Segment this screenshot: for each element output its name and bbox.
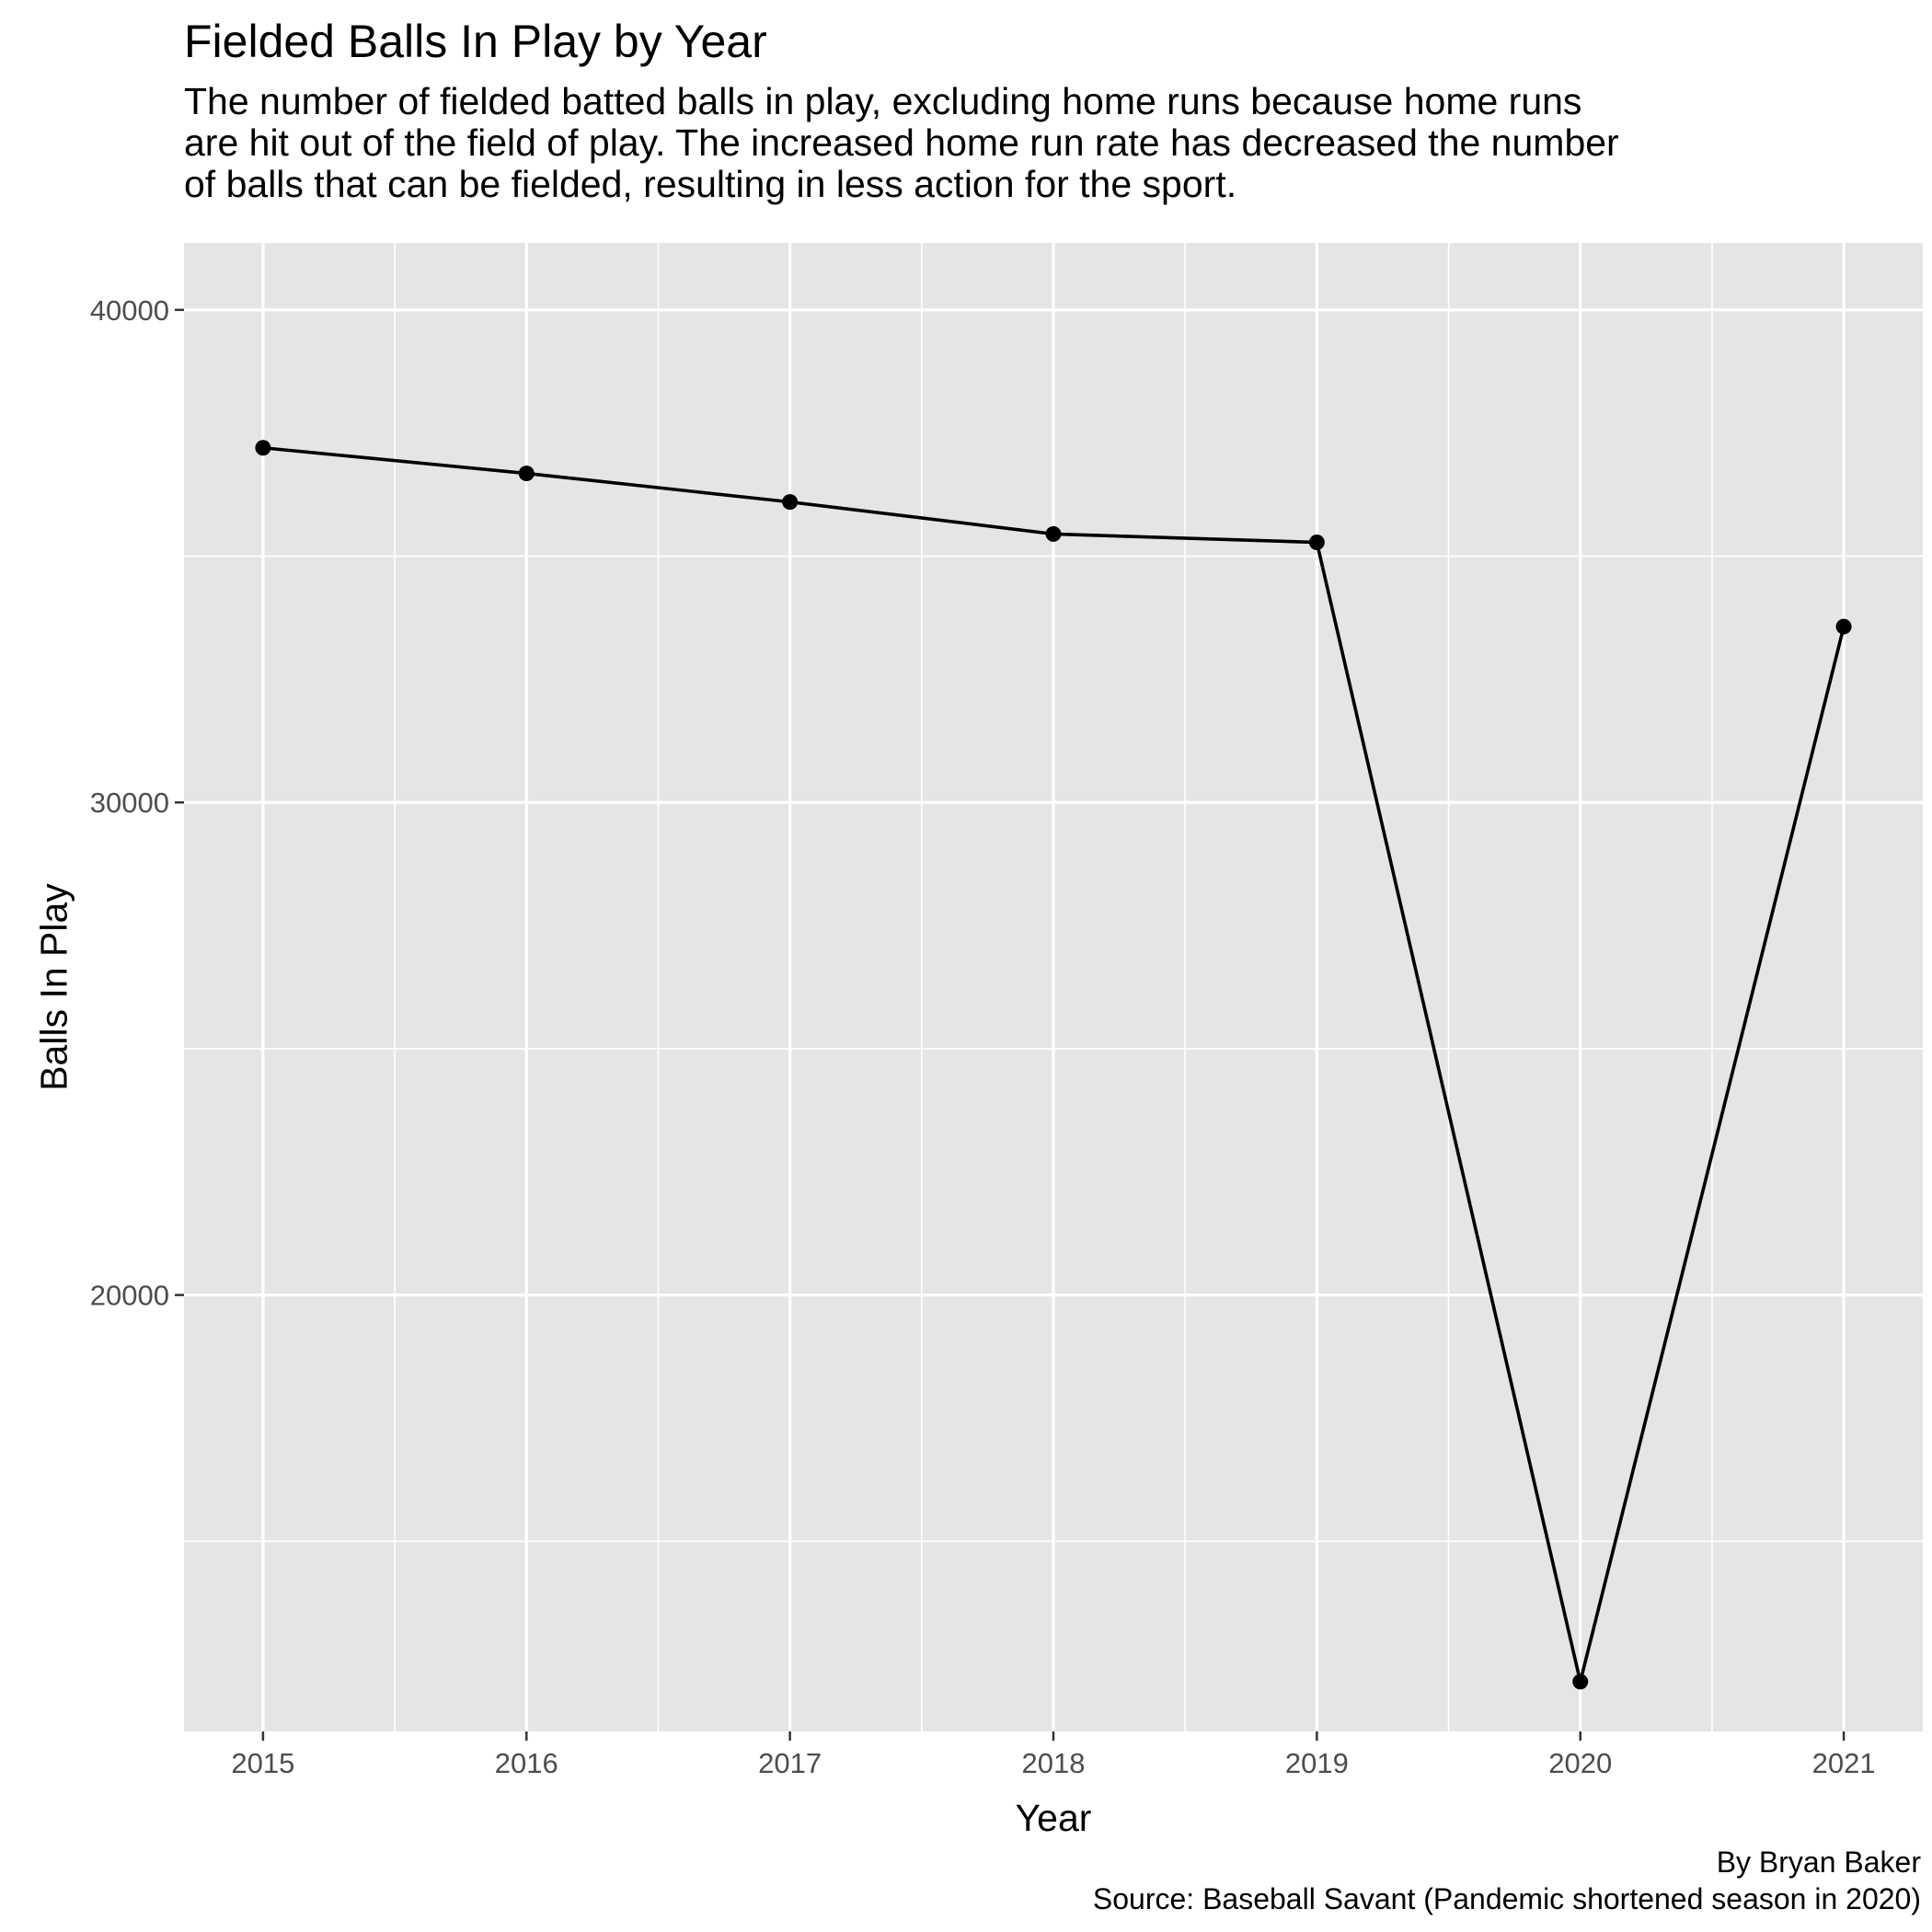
caption-author: By Bryan Baker — [1716, 1846, 1921, 1879]
y-axis-title: Balls In Play — [32, 883, 75, 1091]
x-tick-label: 2017 — [758, 1747, 822, 1779]
x-axis-title: Year — [1016, 1797, 1092, 1839]
x-tick-label: 2015 — [231, 1747, 294, 1779]
data-point — [1045, 525, 1062, 542]
y-axis: 20000 30000 40000 — [90, 294, 184, 1312]
data-point — [255, 440, 271, 456]
data-point — [782, 494, 799, 511]
y-tick-label: 40000 — [90, 294, 169, 327]
chart-caption: By Bryan Baker Source: Baseball Savant (… — [1093, 1844, 1921, 1917]
x-tick-label: 2020 — [1548, 1747, 1612, 1779]
x-axis: 2015 2016 2017 2018 2019 2020 2021 — [231, 1731, 1876, 1779]
data-point — [1835, 618, 1852, 635]
chart-subtitle-line-1: The number of fielded batted balls in pl… — [184, 80, 1582, 122]
y-tick-label: 30000 — [90, 787, 169, 819]
chart-title: Fielded Balls In Play by Year — [184, 16, 767, 67]
series-layer — [255, 440, 1852, 1690]
data-point — [1572, 1673, 1589, 1690]
data-point — [1308, 535, 1325, 551]
y-tick-label: 20000 — [90, 1280, 169, 1312]
caption-source: Source: Baseball Savant (Pandemic shorte… — [1092, 1882, 1921, 1915]
chart-subtitle: The number of fielded batted balls in pl… — [184, 81, 1840, 205]
data-point — [518, 466, 535, 482]
x-tick-label: 2016 — [495, 1747, 558, 1779]
chart-subtitle-line-2: are hit out of the field of play. The in… — [184, 121, 1619, 164]
grid-major — [184, 243, 1923, 1731]
x-tick-label: 2019 — [1285, 1747, 1349, 1779]
chart-subtitle-line-3: of balls that can be fielded, resulting … — [184, 163, 1237, 205]
x-tick-label: 2018 — [1022, 1747, 1086, 1779]
x-tick-label: 2021 — [1812, 1747, 1876, 1779]
